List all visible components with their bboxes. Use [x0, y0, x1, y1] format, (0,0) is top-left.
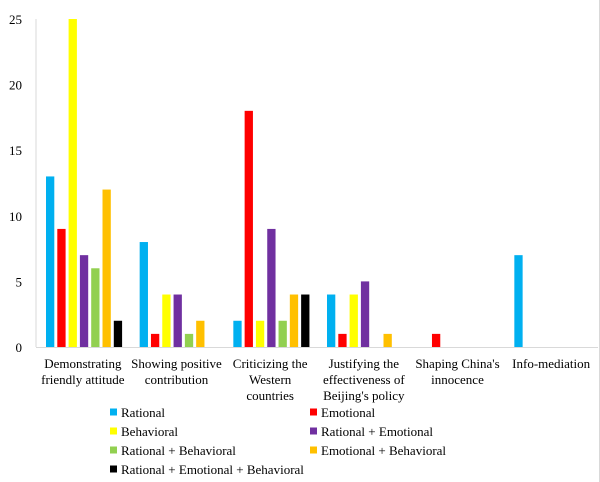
bar: [173, 294, 182, 347]
x-category-label-line: countries: [246, 388, 294, 403]
bar: [233, 320, 242, 347]
bar: [514, 255, 523, 347]
x-category-label-line: Justifying the: [329, 356, 400, 371]
bar: [68, 19, 77, 347]
y-tick-label: 10: [9, 209, 22, 224]
x-category-label-line: contribution: [145, 372, 209, 387]
bar: [139, 242, 148, 347]
legend-label: Emotional + Behavioral: [321, 443, 446, 458]
x-category-label-line: Beijing's policy: [323, 388, 405, 403]
bar: [244, 110, 253, 347]
bar: [150, 333, 160, 347]
bar: [289, 294, 299, 347]
y-tick-label: 0: [16, 340, 23, 355]
legend-label: Rational + Behavioral: [121, 443, 236, 458]
legend-swatch: [110, 427, 117, 435]
bar: [57, 228, 66, 347]
x-category-label: Info-mediation: [512, 356, 590, 371]
x-category-label-line: innocence: [431, 372, 484, 387]
bar: [113, 320, 123, 347]
x-category-label: Criticizing the Western countries: [233, 356, 308, 403]
legend-swatch: [110, 446, 117, 454]
bar: [431, 333, 441, 347]
y-tick-label: 5: [16, 274, 23, 289]
x-category-label-line: Shaping China's: [415, 356, 499, 371]
x-category-label: Shaping China's innocence: [415, 356, 499, 387]
y-tick-label: 25: [9, 12, 22, 27]
bar: [360, 281, 370, 347]
x-category-label-line: Showing positive: [131, 356, 222, 371]
legend-swatch: [310, 408, 317, 416]
x-category-label-line: Info-mediation: [512, 356, 590, 371]
y-tick-label: 15: [9, 143, 22, 158]
bar: [338, 333, 347, 347]
legend-label: Rational: [121, 405, 165, 420]
legend-swatch: [110, 465, 117, 473]
bar: [79, 255, 89, 347]
x-category-label: Demonstrating friendly attitude: [41, 356, 125, 387]
legend: Rational Emotional Behavioral Rational + Em…: [110, 405, 446, 477]
legend-swatch: [110, 408, 117, 416]
bar: [267, 228, 276, 347]
y-tick-label: 20: [9, 78, 22, 93]
bars: [46, 19, 523, 347]
x-category-label: Justifying the effectiveness of Beijing's …: [323, 356, 405, 403]
bar: [301, 294, 310, 347]
legend-swatch: [310, 446, 317, 454]
bar: [46, 176, 55, 347]
legend-swatch: [310, 427, 317, 435]
legend-label: Behavioral: [121, 424, 178, 439]
y-axis: 0 5 10 15 20 25: [9, 12, 37, 355]
bar: [383, 333, 392, 347]
legend-label: Rational + Emotional: [321, 424, 433, 439]
bar: [162, 294, 171, 347]
x-category-label-line: friendly attitude: [41, 372, 125, 387]
bar: [327, 294, 336, 347]
bar: [91, 268, 100, 347]
bar: [184, 333, 194, 347]
x-category-label: Showing positive contribution: [131, 356, 222, 387]
bar: [255, 320, 265, 347]
x-category-label-line: Western: [249, 372, 292, 387]
bar: [278, 320, 287, 347]
x-category-label-line: Criticizing the: [233, 356, 308, 371]
x-category-label-line: Demonstrating: [44, 356, 122, 371]
x-category-label-line: effectiveness of: [323, 372, 405, 387]
bar: [102, 189, 111, 347]
bar: [349, 294, 358, 347]
bar: [196, 320, 205, 347]
legend-label: Rational + Emotional + Behavioral: [121, 462, 304, 477]
legend-label: Emotional: [321, 405, 376, 420]
